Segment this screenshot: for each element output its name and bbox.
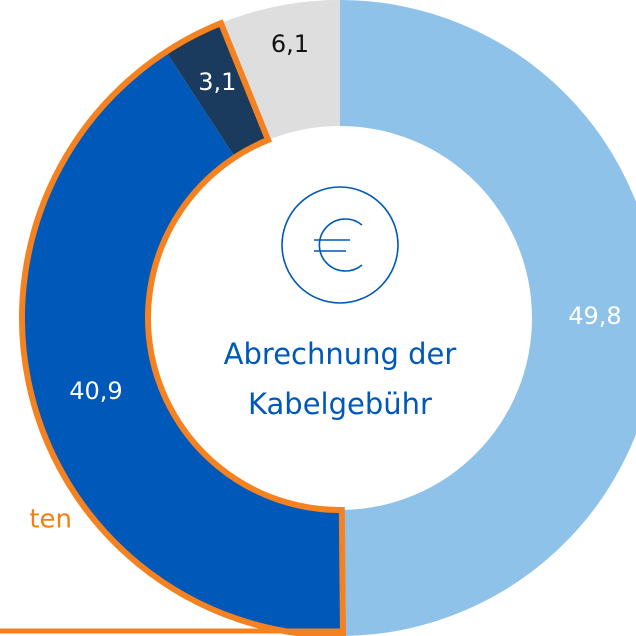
donut-segment xyxy=(220,0,340,140)
highlight-border xyxy=(19,19,347,636)
donut-segment xyxy=(340,0,636,636)
annotation: ten xyxy=(29,505,72,535)
center-title-part: Abrechnung der xyxy=(224,337,457,371)
center-title-part: Kabelgebühr xyxy=(248,387,432,421)
euro-icon xyxy=(281,186,399,304)
donut-segment xyxy=(166,23,269,158)
data-label: 40,9 xyxy=(69,377,122,405)
center-title-line: Abrechnung der Kabelgebühr xyxy=(224,337,457,421)
labels: 49,8 40,9 3,1 6,1 xyxy=(69,30,621,405)
highlight-outline xyxy=(19,19,347,636)
data-label: 49,8 xyxy=(568,302,621,330)
segments xyxy=(22,0,636,636)
donut-segment xyxy=(22,51,344,636)
data-label: 3,1 xyxy=(198,68,236,96)
data-label: 6,1 xyxy=(271,30,309,58)
